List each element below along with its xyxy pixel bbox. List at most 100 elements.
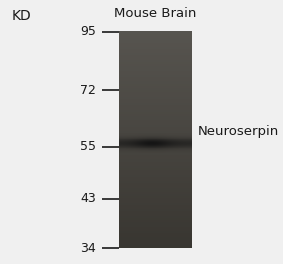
Bar (184, 140, 185, 141)
Bar (184, 134, 185, 136)
Bar (145, 150, 146, 151)
Bar (134, 142, 135, 143)
Bar (140, 141, 141, 142)
Bar (184, 135, 185, 137)
Bar (176, 139, 177, 140)
Bar (142, 147, 143, 148)
Bar (175, 140, 176, 141)
Bar (142, 138, 143, 139)
Bar (125, 137, 126, 138)
Bar (122, 150, 123, 152)
Bar (131, 147, 132, 148)
Bar (186, 139, 187, 140)
Bar (147, 150, 148, 152)
Bar (128, 139, 129, 140)
Bar (164, 140, 165, 141)
Bar (188, 143, 189, 144)
Bar (181, 137, 182, 139)
Bar (136, 151, 137, 152)
Bar (182, 139, 183, 140)
Bar (132, 140, 133, 141)
Bar (174, 149, 175, 150)
Bar (180, 138, 181, 139)
Bar (191, 143, 192, 144)
Bar (191, 134, 192, 135)
Bar (125, 152, 126, 153)
Bar (162, 152, 163, 153)
Bar (129, 150, 130, 151)
Bar (158, 151, 159, 152)
Bar (133, 136, 134, 137)
Bar (162, 150, 163, 151)
Bar (125, 143, 126, 144)
Bar (158, 147, 159, 148)
Bar (145, 148, 146, 149)
Bar (189, 143, 190, 144)
Bar (174, 140, 175, 141)
Bar (152, 145, 153, 146)
Bar (142, 134, 143, 135)
Bar (169, 138, 170, 139)
Bar (188, 148, 189, 149)
Bar (166, 143, 167, 144)
Bar (154, 144, 155, 145)
Bar (186, 150, 187, 152)
Bar (169, 146, 170, 148)
Bar (166, 139, 167, 140)
Bar (167, 142, 168, 143)
Bar (158, 142, 159, 143)
Bar (168, 135, 169, 136)
Bar (170, 138, 171, 139)
Bar (142, 137, 143, 139)
Bar (173, 135, 174, 136)
Bar (132, 134, 133, 135)
Bar (142, 142, 143, 143)
Bar (160, 146, 161, 148)
Bar (138, 149, 139, 150)
Bar (188, 133, 189, 134)
Bar (168, 140, 169, 141)
Bar (186, 149, 187, 150)
Bar (159, 134, 160, 135)
Bar (167, 149, 168, 150)
Bar (119, 70, 192, 73)
Bar (163, 148, 164, 149)
Bar (121, 136, 122, 137)
Bar (156, 142, 157, 143)
Bar (157, 150, 158, 151)
Bar (143, 142, 144, 143)
Bar (174, 138, 175, 139)
Bar (165, 149, 166, 150)
Bar (141, 140, 142, 141)
Bar (175, 138, 176, 139)
Bar (145, 145, 146, 147)
Bar (169, 135, 170, 137)
Bar (158, 147, 159, 148)
Bar (154, 152, 155, 153)
Bar (133, 150, 134, 152)
Bar (187, 152, 188, 153)
Bar (119, 44, 192, 47)
Bar (145, 151, 146, 152)
Bar (156, 150, 157, 151)
Bar (185, 147, 186, 148)
Bar (150, 144, 151, 146)
Bar (169, 152, 170, 153)
Bar (161, 149, 162, 150)
Bar (171, 151, 172, 152)
Bar (138, 152, 139, 153)
Bar (132, 146, 133, 147)
Bar (123, 150, 124, 151)
Bar (153, 147, 154, 148)
Bar (139, 134, 140, 136)
Bar (182, 150, 183, 151)
Bar (175, 146, 176, 148)
Bar (131, 149, 132, 150)
Bar (171, 135, 172, 137)
Bar (171, 133, 172, 134)
Bar (182, 151, 183, 152)
Bar (181, 138, 182, 139)
Bar (149, 134, 150, 136)
Bar (119, 217, 192, 220)
Bar (190, 146, 191, 147)
